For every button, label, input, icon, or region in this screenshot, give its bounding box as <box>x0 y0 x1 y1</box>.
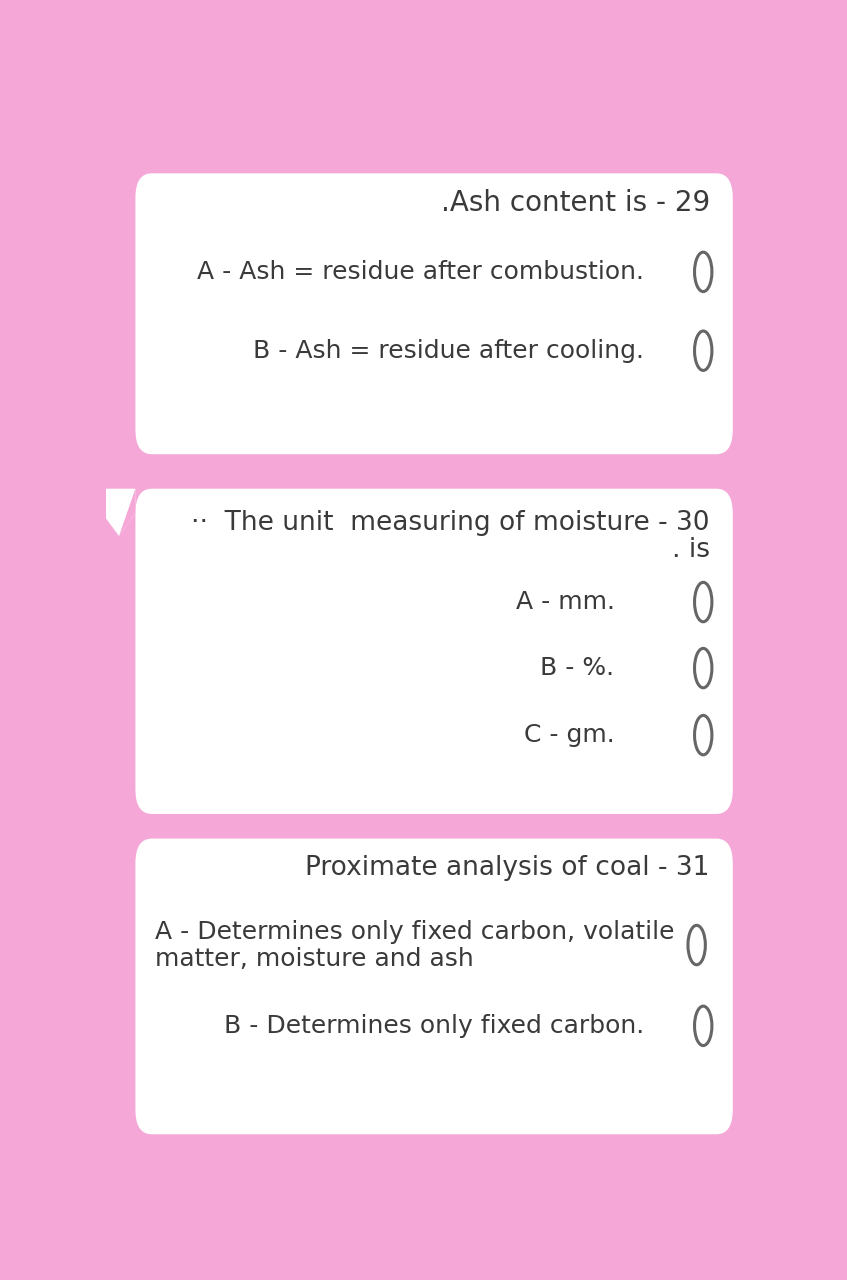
Ellipse shape <box>695 649 712 687</box>
FancyBboxPatch shape <box>136 838 733 1134</box>
Polygon shape <box>106 489 136 536</box>
Text: . is: . is <box>672 536 710 563</box>
FancyBboxPatch shape <box>136 173 733 454</box>
Ellipse shape <box>695 582 712 622</box>
Text: .Ash content is - 29: .Ash content is - 29 <box>440 189 710 216</box>
Text: B - Ash = residue after cooling.: B - Ash = residue after cooling. <box>253 339 644 362</box>
Text: B - Determines only fixed carbon.: B - Determines only fixed carbon. <box>224 1014 644 1038</box>
Text: Proximate analysis of coal - 31: Proximate analysis of coal - 31 <box>306 855 710 881</box>
Ellipse shape <box>695 716 712 755</box>
Text: A - Determines only fixed carbon, volatile: A - Determines only fixed carbon, volati… <box>155 920 674 945</box>
Text: A - Ash = residue after combustion.: A - Ash = residue after combustion. <box>197 260 644 284</box>
Text: B - %.: B - %. <box>540 657 615 680</box>
Ellipse shape <box>695 1006 712 1046</box>
Ellipse shape <box>695 332 712 370</box>
Ellipse shape <box>695 252 712 292</box>
Text: A - mm.: A - mm. <box>516 590 615 614</box>
FancyBboxPatch shape <box>136 489 733 814</box>
Text: matter, moisture and ash: matter, moisture and ash <box>155 947 473 970</box>
Text: C - gm.: C - gm. <box>523 723 615 748</box>
Text: ··  The unit  measuring of moisture - 30: ·· The unit measuring of moisture - 30 <box>191 511 710 536</box>
Polygon shape <box>119 489 136 536</box>
Ellipse shape <box>688 925 706 965</box>
